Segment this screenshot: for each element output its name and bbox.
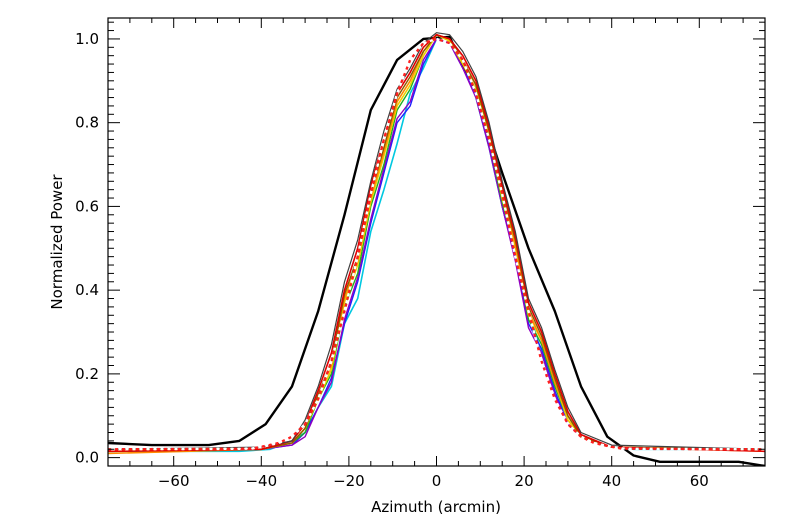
- series-line-8: [108, 34, 765, 452]
- x-tick-label: 0: [432, 472, 442, 490]
- series-layer: [108, 32, 765, 466]
- series-line-4: [108, 38, 765, 452]
- x-tick-label: −60: [158, 472, 190, 490]
- series-line-7: [108, 33, 765, 455]
- series-line-1: [108, 35, 765, 466]
- y-tick-label: 0.8: [75, 114, 99, 132]
- y-axis-title: Normalized Power: [48, 174, 66, 310]
- series-line-2: [108, 38, 765, 453]
- y-tick-label: 0.6: [75, 197, 99, 215]
- x-axis-title: Azimuth (arcmin): [371, 498, 501, 516]
- y-tick-label: 0.4: [75, 281, 99, 299]
- series-line-6: [108, 33, 765, 451]
- series-line-3: [108, 38, 765, 452]
- series-line-11: [108, 37, 765, 451]
- x-tick-label: 40: [602, 472, 621, 490]
- x-tick-label: 60: [690, 472, 709, 490]
- series-line-5: [108, 34, 765, 452]
- series-line-9: [108, 33, 765, 453]
- series-line-12: [108, 37, 765, 451]
- x-tick-label: 20: [515, 472, 534, 490]
- series-line-10: [108, 32, 765, 450]
- x-tick-label: −40: [245, 472, 277, 490]
- y-tick-label: 0.2: [75, 365, 99, 383]
- plot-frame: [107, 17, 766, 467]
- y-tick-label: 1.0: [75, 30, 99, 48]
- axes-layer: −60 −40 −20 0 20 40 60 0.0 0.2 0.4 0.6 0.8 1.0: [75, 17, 766, 490]
- x-tick-label: −20: [333, 472, 365, 490]
- y-tick-label: 0.0: [75, 449, 99, 467]
